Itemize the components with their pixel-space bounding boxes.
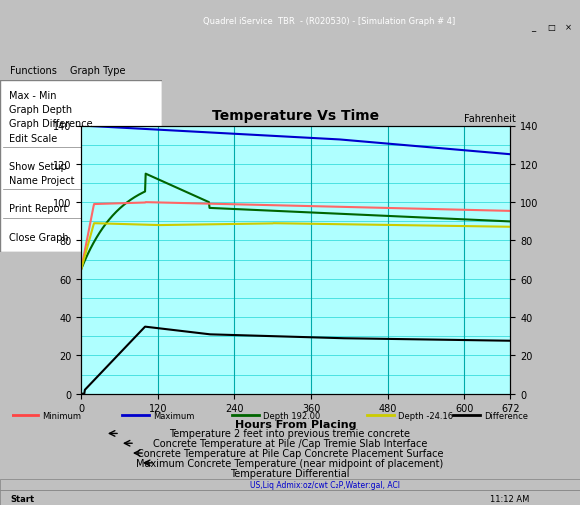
Bar	[561, 12, 576, 42]
Text: Maximum Concrete Temperature (near midpoint of placement): Maximum Concrete Temperature (near midpo…	[136, 458, 444, 468]
Text: Depth -24.16: Depth -24.16	[397, 411, 452, 420]
Text: Temperature Differential: Temperature Differential	[230, 468, 350, 478]
Text: _: _	[531, 23, 536, 32]
Bar	[544, 12, 559, 42]
Bar	[0, 479, 580, 490]
Text: Graph Depth: Graph Depth	[9, 105, 72, 115]
Text: Concrete Temperature at Pile /Cap Tremie Slab Interface: Concrete Temperature at Pile /Cap Tremie…	[153, 438, 427, 448]
Text: Fahrenheit: Fahrenheit	[465, 114, 516, 124]
Title: Temperature Vs Time: Temperature Vs Time	[212, 109, 379, 122]
Text: Minimum: Minimum	[42, 411, 81, 420]
Text: Concrete Temperature at Pile Cap Concrete Placement Surface: Concrete Temperature at Pile Cap Concret…	[137, 448, 443, 458]
Text: ×: ×	[565, 23, 572, 32]
Text: Print Report: Print Report	[9, 204, 67, 214]
Text: Graph Type: Graph Type	[70, 66, 125, 76]
Text: Quadrel iService  TBR  - (R020530) - [Simulation Graph # 4]: Quadrel iService TBR - (R020530) - [Simu…	[203, 17, 455, 26]
Text: □: □	[547, 23, 555, 32]
Bar	[527, 12, 541, 42]
Text: Show Setup: Show Setup	[9, 162, 67, 172]
Text: Start: Start	[10, 494, 34, 502]
Text: Max - Min: Max - Min	[9, 91, 56, 101]
Text: Name Project: Name Project	[9, 176, 74, 186]
Text: Edit Scale: Edit Scale	[9, 133, 57, 143]
Text: Functions: Functions	[10, 66, 57, 76]
Text: Graph Difference: Graph Difference	[9, 119, 92, 129]
Text: Close Graph: Close Graph	[9, 232, 68, 242]
Text: Temperature 2 feet into previous tremie concrete: Temperature 2 feet into previous tremie …	[169, 429, 411, 438]
Bar	[0, 490, 580, 505]
Text: 11:12 AM: 11:12 AM	[490, 494, 530, 502]
Text: Maximum: Maximum	[153, 411, 194, 420]
X-axis label: Hours From Placing: Hours From Placing	[235, 419, 357, 429]
Text: US,Liq Admix:oz/cwt C₂P,Water:gal, ACI: US,Liq Admix:oz/cwt C₂P,Water:gal, ACI	[250, 480, 400, 489]
Text: Difference: Difference	[484, 411, 528, 420]
Text: Depth 192.00: Depth 192.00	[263, 411, 320, 420]
